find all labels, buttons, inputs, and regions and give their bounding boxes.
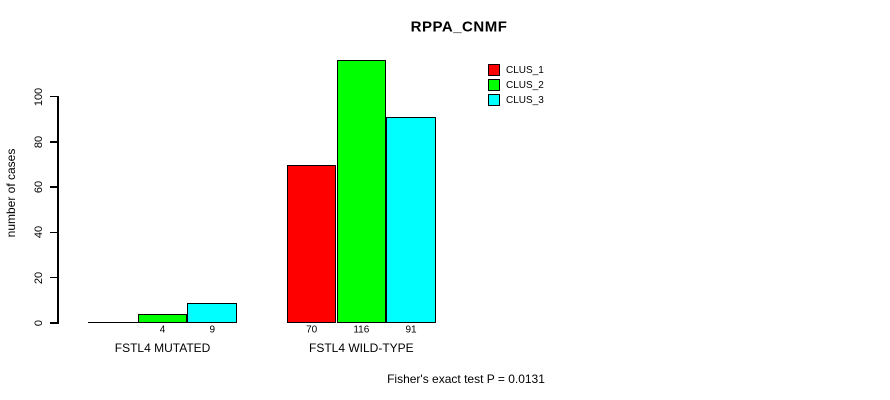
- category-label: FSTL4 WILD-TYPE: [309, 341, 414, 355]
- bar-value-label: 4: [159, 324, 166, 336]
- category-label: FSTL4 MUTATED: [114, 341, 211, 355]
- legend-label: CLUS_3: [506, 94, 544, 106]
- bar: [336, 60, 387, 323]
- bar: [286, 164, 337, 323]
- y-tick-label: 40: [33, 226, 45, 239]
- bar: [386, 116, 436, 323]
- legend-item: CLUS_1: [488, 64, 544, 76]
- legend-item: CLUS_2: [488, 79, 544, 91]
- annotation-text: Fisher's exact test P = 0.0131: [387, 372, 545, 386]
- legend-label: CLUS_2: [506, 79, 544, 91]
- bar-value-label: 116: [353, 324, 370, 336]
- y-tick-mark: [50, 231, 57, 234]
- bar: [187, 302, 238, 323]
- legend-swatch: [488, 64, 500, 76]
- y-tick-label: 20: [33, 271, 45, 284]
- y-tick-mark: [50, 322, 57, 324]
- legend-swatch: [488, 94, 500, 106]
- y-tick-mark: [50, 141, 57, 143]
- y-tick-label: 100: [33, 87, 45, 106]
- legend: CLUS_1 CLUS_2 CLUS_3: [488, 64, 544, 106]
- y-tick-label: 0: [33, 319, 45, 327]
- y-tick-label: 60: [33, 181, 45, 194]
- chart-title: RPPA_CNMF: [410, 18, 508, 36]
- bar-value-label: 91: [405, 324, 417, 336]
- bar: [137, 313, 188, 323]
- y-axis-title: number of cases: [4, 148, 18, 238]
- bar-value-label: 70: [306, 324, 318, 336]
- legend-item: CLUS_3: [488, 94, 544, 106]
- y-tick-mark: [50, 186, 57, 188]
- legend-label: CLUS_1: [506, 64, 544, 76]
- legend-swatch: [488, 79, 500, 91]
- y-tick-label: 80: [33, 135, 45, 148]
- bar-zero: [88, 321, 138, 323]
- y-tick-mark: [50, 276, 57, 279]
- y-axis-line: [57, 95, 59, 324]
- y-tick-mark: [50, 95, 57, 98]
- bar-value-label: 9: [209, 324, 216, 336]
